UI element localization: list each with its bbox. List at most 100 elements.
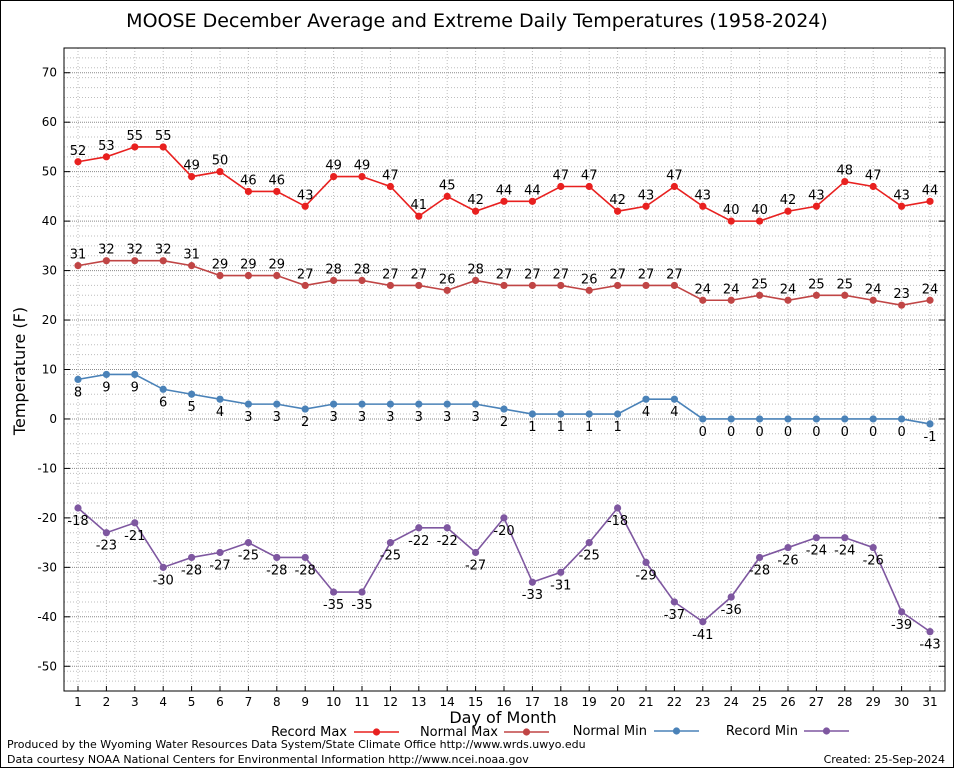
y-tick-label: 10 <box>42 363 57 377</box>
record-max-point <box>614 207 622 215</box>
normal-max-data-label: 29 <box>269 258 286 273</box>
record-max-data-label: 43 <box>638 188 655 203</box>
normal-max-point <box>557 281 565 290</box>
normal-min-data-label: 3 <box>358 410 366 425</box>
legend-label-record-min: Record Min <box>726 724 798 739</box>
normal-min-data-label: 9 <box>131 380 139 395</box>
record-min-data-label: -18 <box>67 514 88 529</box>
record-max-point <box>926 197 934 205</box>
normal-min-data-label: 2 <box>301 415 309 430</box>
record-max-data-label: 42 <box>609 193 626 208</box>
normal-min-point <box>898 415 906 423</box>
record-min-point <box>841 534 849 542</box>
record-min-data-label: -25 <box>579 549 600 564</box>
x-tick-label: 3 <box>131 695 139 709</box>
normal-min-data-label: 0 <box>755 425 763 440</box>
record-max-series: 52 53 55 55 49 50 46 46 43 49 49 47 41 45 42 44 44 47 47 42… <box>70 129 939 225</box>
normal-max-data-label: 27 <box>609 267 626 282</box>
legend-item-record-max: Record Max <box>271 725 399 740</box>
normal-min-data-label: 6 <box>159 395 167 410</box>
legend-marker-record-max <box>372 728 381 736</box>
normal-min-point <box>74 375 82 383</box>
normal-max-data-label: 32 <box>155 243 172 258</box>
normal-min-data-label: 3 <box>386 410 394 425</box>
normal-max-data-label: 31 <box>70 248 87 263</box>
record-max-data-label: 55 <box>127 129 144 144</box>
record-min-data-label: -35 <box>323 598 344 613</box>
normal-max-data-label: 32 <box>98 243 115 258</box>
legend-label-normal-max: Normal Max <box>420 725 498 740</box>
normal-max-point <box>386 281 394 290</box>
x-tick-label: 13 <box>411 695 426 709</box>
record-min-data-label: -28 <box>266 563 287 578</box>
record-max-data-label: 47 <box>666 168 683 183</box>
record-max-point <box>812 202 821 210</box>
normal-max-data-label: 25 <box>808 277 825 292</box>
normal-max-point <box>812 291 821 299</box>
record-min-point <box>756 553 764 562</box>
record-min-data-label: -24 <box>806 544 827 559</box>
record-max-data-label: 44 <box>524 183 541 198</box>
normal-min-point <box>926 420 934 428</box>
y-axis-label: Temperature (F) <box>10 307 29 436</box>
normal-max-point <box>358 276 366 285</box>
normal-min-point <box>699 415 707 423</box>
record-min-point <box>358 588 366 596</box>
normal-min-point <box>784 415 792 423</box>
record-min-data-label: -43 <box>919 638 940 653</box>
normal-max-point <box>756 291 764 299</box>
normal-max-point <box>216 271 224 280</box>
normal-max-data-label: 28 <box>354 262 371 277</box>
record-min-data-label: -26 <box>777 554 798 569</box>
x-tick-label: 17 <box>525 695 540 709</box>
normal-min-point <box>273 400 281 408</box>
record-max-point <box>102 153 110 161</box>
record-min-data-label: -36 <box>721 603 742 618</box>
record-min-point <box>74 504 82 512</box>
record-max-point <box>557 182 565 191</box>
record-max-point <box>443 192 451 200</box>
y-tick-label: 20 <box>42 313 57 327</box>
normal-min-point <box>330 400 338 408</box>
normal-max-point <box>159 257 167 265</box>
legend-label-normal-min: Normal Min <box>573 724 647 739</box>
record-min-data-label: -33 <box>522 588 543 603</box>
normal-min-data-label: 0 <box>897 425 905 440</box>
record-min-point <box>301 553 309 562</box>
footer-produced-by: Produced by the Wyoming Water Resources … <box>7 738 586 751</box>
normal-max-point <box>841 291 849 299</box>
normal-min-point <box>614 410 622 418</box>
record-max-data-label: 45 <box>439 178 456 193</box>
record-max-data-label: 44 <box>922 183 939 198</box>
x-tick-label: 12 <box>383 695 398 709</box>
normal-max-series: 31 32 32 32 31 29 29 29 27 28 28 27 27 26 28 27 27 27 26 27… <box>70 243 938 309</box>
record-max-data-label: 46 <box>269 173 286 188</box>
normal-max-point <box>500 281 508 290</box>
record-min-point <box>557 568 565 576</box>
x-tick-label: 2 <box>103 695 111 709</box>
record-max-point <box>74 158 82 166</box>
normal-min-data-label: 3 <box>471 410 479 425</box>
record-min-point <box>131 519 139 527</box>
x-tick-label: 5 <box>188 695 196 709</box>
record-max-data-label: 40 <box>751 203 768 218</box>
record-min-point <box>443 524 451 532</box>
record-min-point <box>216 548 224 557</box>
normal-min-data-label: 0 <box>699 425 707 440</box>
footer-data-courtesy: Data courtesy NOAA National Centers for … <box>7 753 529 766</box>
record-max-data-label: 47 <box>382 168 399 183</box>
record-max-point <box>131 143 139 151</box>
normal-min-data-label: 4 <box>216 405 224 420</box>
record-min-data-label: -25 <box>380 549 401 564</box>
record-max-data-label: 47 <box>553 168 570 183</box>
record-min-data-label: -21 <box>124 529 145 544</box>
normal-max-data-label: 29 <box>240 258 257 273</box>
record-max-point <box>727 217 735 225</box>
legend-marker-record-min <box>822 727 831 735</box>
x-tick-label: 21 <box>638 695 653 709</box>
record-max-data-label: 50 <box>212 154 229 169</box>
record-max-point <box>642 202 650 210</box>
